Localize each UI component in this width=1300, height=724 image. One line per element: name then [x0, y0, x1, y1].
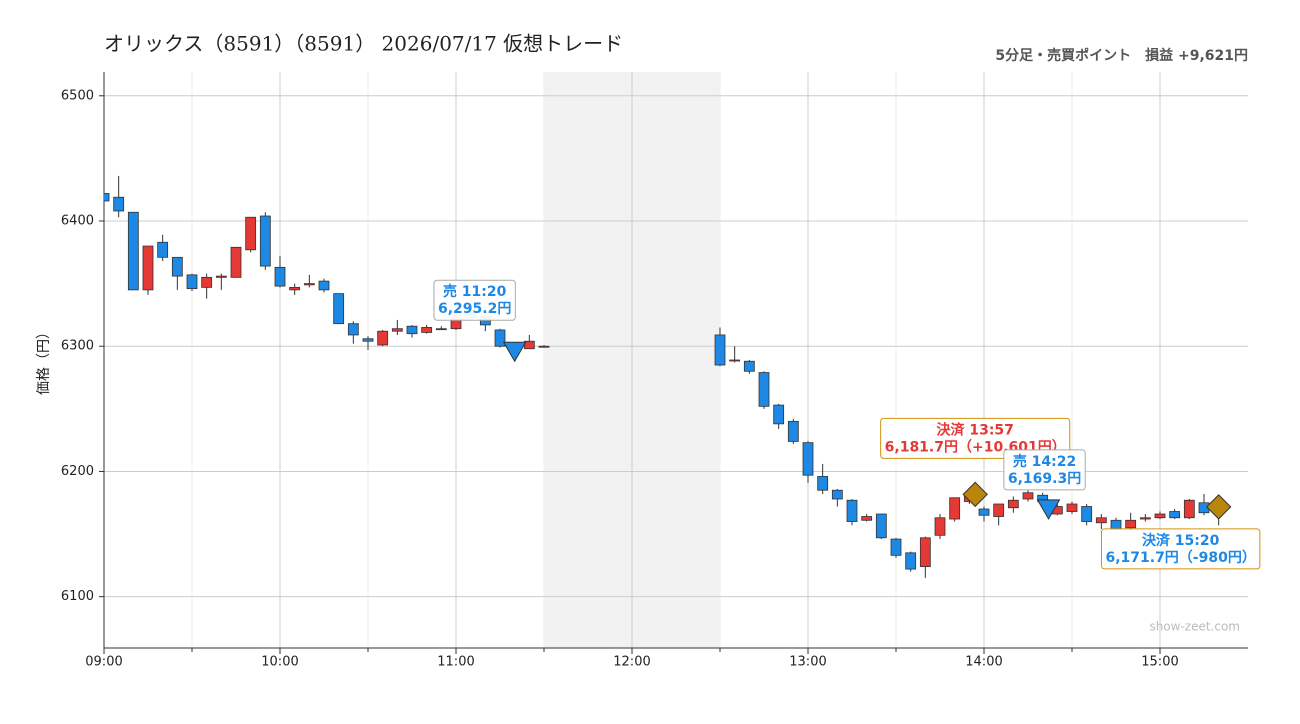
- candle-body: [157, 241, 169, 258]
- x-tick-label: 12:00: [613, 655, 650, 670]
- candle-body: [1066, 503, 1078, 512]
- trade-marker-group: [502, 341, 527, 363]
- candle-body: [245, 216, 257, 251]
- candle-body: [377, 330, 389, 346]
- candle-body: [303, 283, 315, 286]
- candle-body: [362, 338, 374, 342]
- candle-body: [1095, 517, 1107, 524]
- trade-label-box: [1003, 449, 1086, 491]
- candle-body: [993, 503, 1005, 517]
- y-tick-label: 6500: [61, 88, 94, 103]
- candle-body: [890, 538, 902, 556]
- trade-label-title: 決済 15:20: [1142, 532, 1220, 549]
- candle-body: [215, 275, 227, 278]
- trade-label-price: 6,295.2円: [438, 301, 511, 317]
- chart-title: オリックス（8591）（8591） 2026/07/17 仮想トレード: [104, 32, 623, 56]
- candle-body: [875, 513, 887, 539]
- candle-body: [861, 516, 873, 521]
- candle-body: [435, 328, 447, 331]
- candle-body: [391, 328, 403, 332]
- candle-body: [1110, 519, 1122, 530]
- x-tick-label: 09:00: [85, 655, 122, 670]
- x-tick-label: 10:00: [261, 655, 298, 670]
- candle-body: [421, 327, 433, 333]
- candle-body: [1022, 492, 1034, 500]
- candle-body: [347, 323, 359, 336]
- trade-marker-group: [1036, 499, 1061, 520]
- settle-marker: [1205, 494, 1232, 520]
- candle-body: [142, 245, 154, 291]
- candle-body: [1125, 519, 1137, 529]
- sell-marker: [502, 341, 527, 363]
- x-tick-label: 14:00: [965, 655, 1002, 670]
- candle-body: [333, 293, 345, 325]
- candle-body: [743, 360, 755, 372]
- candle-body: [259, 215, 271, 267]
- trade-marker-group: [1205, 494, 1232, 520]
- candle-body: [905, 552, 917, 570]
- plot-layer: [99, 72, 1248, 654]
- y-tick-label: 6200: [61, 464, 94, 479]
- y-tick-label: 6300: [61, 339, 94, 354]
- candle-body: [127, 211, 139, 291]
- candle-body: [831, 489, 843, 500]
- candle-body: [538, 345, 550, 348]
- candle-body: [186, 274, 198, 290]
- settle-marker: [962, 481, 988, 508]
- watermark: show-zeet.com: [1149, 620, 1240, 634]
- x-tick-label: 11:00: [437, 655, 474, 670]
- trade-label-title: 売 11:20: [443, 283, 507, 300]
- trade-label-box: [880, 417, 1071, 459]
- candle-body: [406, 325, 418, 335]
- x-tick-label: 13:00: [789, 655, 826, 670]
- candle-body: [773, 404, 785, 425]
- candle-body: [758, 372, 770, 407]
- trade-label: 決済 13:576,181.7円（+10,601円）: [880, 417, 1071, 459]
- trade-marker-group: [962, 481, 988, 508]
- trade-label-box: [433, 279, 516, 321]
- trade-label-price: 6,169.3円: [1008, 471, 1081, 487]
- y-tick-label: 6100: [61, 589, 94, 604]
- chart-subtitle: 5分足・売買ポイント 損益 +9,621円: [995, 47, 1248, 64]
- candle-body: [846, 499, 858, 522]
- candle-body: [919, 537, 931, 568]
- trade-label-box: [1100, 528, 1261, 570]
- trade-label-title: 決済 13:57: [936, 421, 1013, 438]
- x-tick-label: 15:00: [1141, 655, 1178, 670]
- candle-body: [274, 266, 286, 287]
- trade-label-title: 売 14:22: [1013, 453, 1076, 470]
- candle-body: [289, 286, 301, 291]
- candle-body: [934, 517, 946, 536]
- candle-body: [113, 196, 125, 212]
- trade-label-price: 6,171.7円（-980円）: [1105, 550, 1255, 566]
- candle-body: [787, 420, 799, 442]
- candle-body: [494, 329, 506, 347]
- candle-body: [1139, 517, 1151, 520]
- candle-body: [1007, 499, 1019, 509]
- candle-body: [201, 276, 213, 288]
- candle-body: [817, 476, 829, 491]
- candle-body: [1081, 506, 1093, 522]
- y-tick-label: 6400: [61, 214, 94, 229]
- candle-body: [1169, 511, 1181, 519]
- candles: [104, 175, 1225, 578]
- candle-body: [318, 280, 330, 291]
- candle-body: [949, 497, 961, 520]
- trade-label: 売 14:226,169.3円: [1003, 449, 1086, 491]
- candle-body: [802, 442, 814, 476]
- candle-body: [1154, 513, 1166, 519]
- candle-body: [978, 508, 990, 516]
- candle-body: [230, 246, 242, 278]
- candle-body: [729, 359, 741, 362]
- y-axis-label: 価格（円）: [36, 325, 52, 395]
- trade-label: 売 11:206,295.2円: [433, 279, 516, 321]
- candle-body: [104, 193, 110, 202]
- candle-body: [1183, 499, 1195, 519]
- candle-body: [171, 256, 183, 277]
- trade-label: 決済 15:206,171.7円（-980円）: [1100, 528, 1261, 570]
- candle-body: [714, 334, 726, 366]
- sell-marker: [1036, 499, 1061, 520]
